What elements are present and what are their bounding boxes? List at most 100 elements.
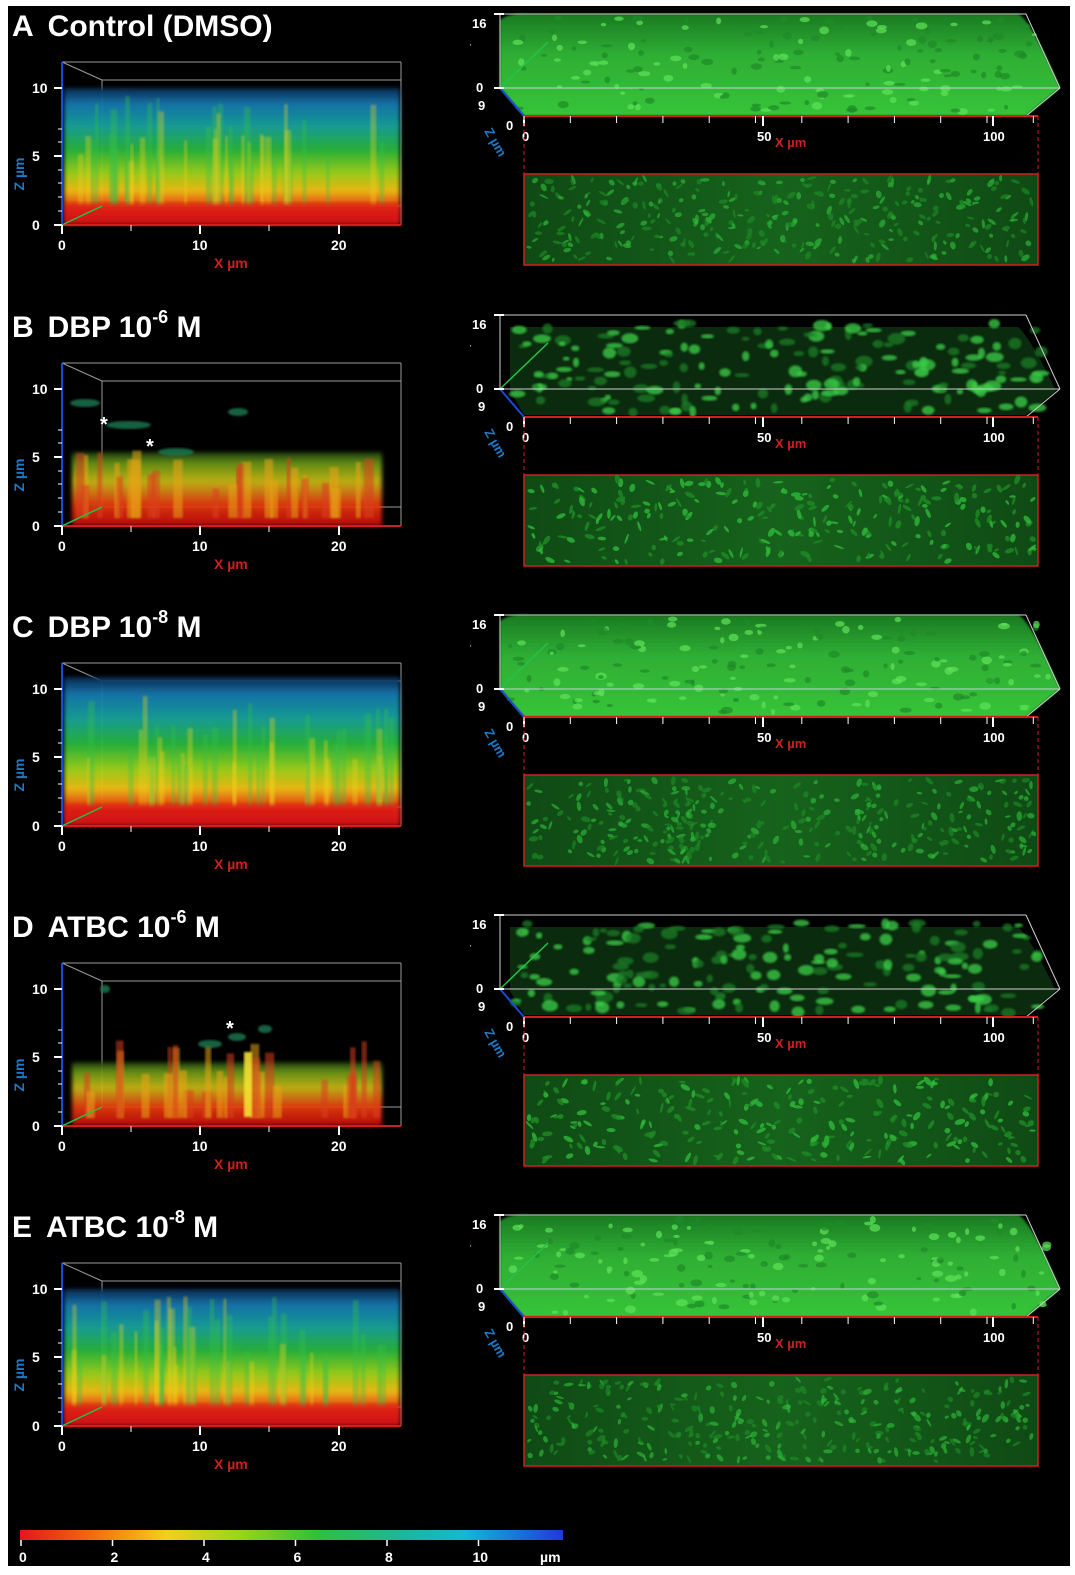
cell — [622, 1227, 633, 1233]
projected-cell — [694, 1093, 705, 1099]
cell-column — [284, 130, 292, 205]
projected-cell — [778, 549, 783, 559]
projected-cell — [648, 201, 654, 207]
cell — [998, 1223, 1003, 1229]
projected-cell — [728, 797, 733, 801]
cell — [508, 643, 513, 649]
projected-cell — [984, 223, 992, 230]
cell-column — [177, 755, 183, 806]
z-axis-label: Z µm — [11, 1059, 27, 1092]
projected-cell — [652, 841, 658, 847]
projected-cell — [915, 487, 921, 492]
projected-cell — [912, 1451, 920, 1455]
z-tick-label: 9 — [478, 699, 485, 714]
projected-cell — [1029, 197, 1034, 207]
cell-cluster — [726, 326, 740, 334]
projected-cell — [846, 851, 852, 857]
projected-cell — [980, 506, 986, 513]
projected-cell — [711, 1429, 716, 1436]
y-axis-line — [61, 205, 103, 226]
cell — [882, 636, 893, 640]
cell-column — [268, 1316, 274, 1406]
projected-cell — [534, 1117, 540, 1124]
projected-cell — [589, 502, 593, 508]
projected-cell — [933, 1459, 939, 1463]
panel-title: A Control (DMSO) — [12, 10, 273, 44]
cell — [633, 66, 643, 72]
x-tick-label: 50 — [757, 1330, 771, 1345]
cell — [761, 701, 766, 709]
projected-cell — [827, 212, 834, 221]
cell — [549, 651, 554, 656]
projected-cell — [851, 258, 856, 264]
projected-cell — [893, 1447, 899, 1457]
cell — [748, 1253, 755, 1259]
cell-cluster — [957, 334, 970, 342]
projected-cell — [660, 839, 665, 844]
cell — [750, 1229, 762, 1233]
cell — [1038, 1271, 1045, 1275]
cell-cluster — [803, 332, 816, 338]
projected-cell — [577, 514, 583, 519]
cell — [785, 645, 792, 650]
cell — [621, 1233, 632, 1239]
asterisk-marker: * — [226, 1018, 234, 1040]
projected-cell — [645, 479, 655, 485]
cell — [1020, 651, 1028, 657]
projected-cell — [617, 1418, 622, 1425]
projected-cell — [766, 213, 770, 218]
cell — [935, 702, 943, 709]
projected-cell — [554, 498, 561, 504]
projected-cell — [881, 494, 888, 499]
cell-cluster — [673, 320, 691, 327]
projected-cell — [751, 1423, 757, 1428]
x-tick-label: 0 — [522, 730, 529, 745]
projected-cell — [598, 1428, 604, 1433]
projected-cell — [624, 533, 629, 544]
projected-cell — [1010, 533, 1016, 543]
projected-cell — [997, 1118, 1003, 1123]
cell-cluster — [811, 390, 820, 400]
projected-cell — [686, 538, 694, 542]
projected-cell — [941, 1442, 947, 1449]
cell — [910, 629, 917, 637]
projected-cell — [994, 779, 1004, 783]
projected-cell — [980, 857, 988, 863]
cell-cluster — [905, 973, 922, 982]
projected-cell — [610, 514, 616, 521]
projected-cell — [984, 818, 988, 825]
projected-cell — [694, 1124, 701, 1131]
cell-cluster — [741, 351, 750, 362]
cell — [518, 58, 525, 67]
cell-column — [76, 1359, 83, 1406]
projected-cell — [608, 812, 613, 816]
cell-cluster — [585, 936, 597, 942]
projected-cell — [553, 1087, 559, 1094]
figure-panel-e: E ATBC 10-8 M 0 5 10 0 10 20 X µm Z µm — [8, 1207, 1070, 1507]
x-tick-label: 10 — [192, 838, 208, 854]
projected-cell — [901, 200, 908, 205]
projected-cell — [1010, 179, 1020, 184]
cell-cluster — [965, 354, 982, 361]
projected-cell — [585, 1429, 594, 1437]
projected-cell — [700, 823, 707, 828]
projected-cell — [944, 1404, 950, 1409]
cell — [906, 98, 916, 102]
z-axis-label: Z µm — [11, 759, 27, 792]
projected-cell — [808, 505, 817, 511]
cell — [625, 1286, 636, 1295]
cell — [915, 22, 928, 30]
cell — [986, 677, 994, 684]
projected-cell — [687, 252, 693, 256]
cell — [987, 108, 996, 112]
projected-cell — [941, 251, 947, 255]
projected-cell — [945, 179, 952, 184]
projected-cell — [612, 546, 620, 551]
cell-cluster — [608, 399, 620, 406]
cell — [580, 665, 590, 670]
biofilm-3d-render — [510, 918, 1056, 1018]
projected-cell — [1004, 548, 1015, 554]
cell-column — [360, 1334, 366, 1406]
